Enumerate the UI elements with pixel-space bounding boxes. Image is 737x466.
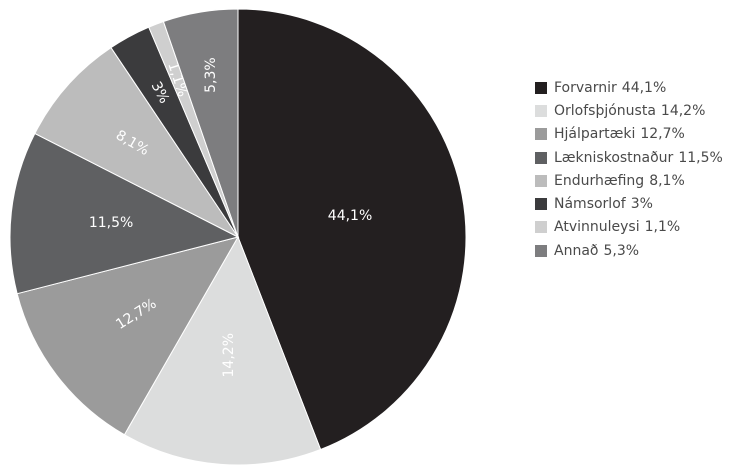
legend-value: 12,7% <box>640 126 685 143</box>
legend-item-endurhaefing: Endurhæfing 8,1% <box>535 169 723 192</box>
legend-value: 5,3% <box>603 242 640 259</box>
pie-slice-2 <box>123 235 322 466</box>
legend-item-orlofsthjonusta: Orlofsþjónusta 14,2% <box>535 99 723 122</box>
legend-item-hjalpartaeki: Hjálpartæki 12,7% <box>535 123 723 146</box>
legend-label: Forvarnir <box>554 79 617 96</box>
legend-value: 1,1% <box>644 219 681 236</box>
pie-slice-1 <box>237 8 467 451</box>
chart-legend: Forvarnir 44,1% Orlofsþjónusta 14,2% Hjá… <box>535 76 723 262</box>
pie-chart: 44,1%14,2%12,7%11,5%8,1%3%1,1% 5,3% <box>9 8 467 466</box>
legend-swatch <box>535 81 547 94</box>
legend-swatch <box>535 151 547 164</box>
legend-item-atvinnuleysi: Atvinnuleysi 1,1% <box>535 216 723 239</box>
legend-label: Hjálpartæki <box>554 126 636 143</box>
legend-label: Endurhæfing <box>554 172 645 189</box>
slice-label-8: 5,3% <box>203 57 219 93</box>
legend-value: 8,1% <box>649 172 685 189</box>
legend-label: Annað <box>554 242 599 259</box>
pie-slice-4 <box>9 132 240 295</box>
legend-label: Atvinnuleysi <box>554 219 640 236</box>
legend-value: 44,1% <box>621 79 667 96</box>
pie-slice-3 <box>16 236 240 436</box>
legend-value: 3% <box>630 196 653 213</box>
legend-item-namsorlof: Námsorlof 3% <box>535 192 723 215</box>
legend-value: 14,2% <box>660 102 706 119</box>
legend-item-annad: Annað 5,3% <box>535 239 723 262</box>
legend-label: Námsorlof <box>554 196 626 213</box>
legend-item-forvarnir: Forvarnir 44,1% <box>535 76 723 99</box>
legend-swatch <box>535 221 547 234</box>
slice-label-1: 44,1% <box>328 208 372 224</box>
legend-value: 11,5% <box>678 149 723 166</box>
legend-label: Lækniskostnaður <box>554 149 674 166</box>
pie-slice-8 <box>162 8 239 238</box>
slice-label-2: 14,2% <box>221 333 237 377</box>
legend-label: Orlofsþjónusta <box>554 102 656 119</box>
legend-swatch <box>535 104 547 117</box>
slice-label-4: 11,5% <box>89 215 133 231</box>
pie-slice-5 <box>34 46 240 239</box>
legend-swatch <box>535 198 547 211</box>
legend-swatch <box>535 128 547 141</box>
legend-item-laekniskostnadur: Lækniskostnaður 11,5% <box>535 146 723 169</box>
legend-swatch <box>535 244 547 257</box>
legend-swatch <box>535 174 547 187</box>
